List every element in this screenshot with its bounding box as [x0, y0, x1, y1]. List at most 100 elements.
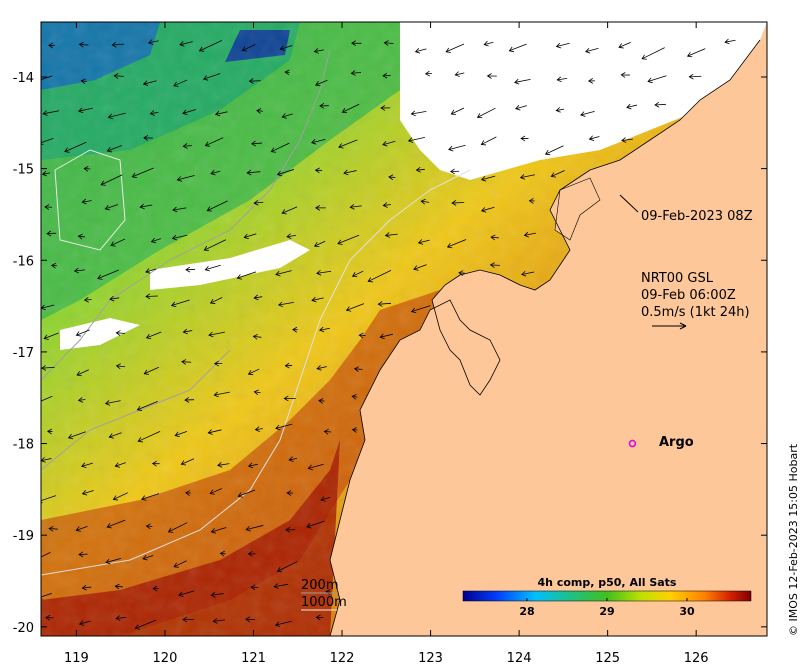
current-arrow-icon	[172, 206, 187, 213]
current-arrow-icon	[724, 38, 736, 45]
current-arrow-icon	[270, 142, 290, 153]
current-arrow-icon	[451, 200, 465, 206]
x-tick-label: 120	[153, 651, 178, 666]
x-tick-label: 122	[330, 651, 355, 666]
current-arrow-icon	[202, 73, 221, 81]
current-arrow-icon	[349, 204, 362, 210]
current-arrow-icon	[316, 269, 332, 276]
coastline	[329, 39, 761, 636]
current-arrow-icon	[450, 107, 465, 115]
current-arrow-icon	[358, 332, 366, 339]
current-arrow-icon	[198, 40, 222, 52]
current-arrow-icon	[145, 293, 158, 300]
current-arrow-icon	[213, 360, 223, 367]
current-arrow-icon	[115, 330, 126, 336]
current-arrow-icon	[417, 239, 430, 245]
current-arrow-icon	[413, 264, 427, 271]
plot-frame	[40, 21, 768, 637]
current-arrow-icon	[143, 135, 153, 141]
scale-arrow-icon	[652, 322, 687, 330]
current-arrow-icon	[204, 264, 221, 272]
current-arrow-icon	[508, 43, 527, 53]
cloud-mask-north	[400, 22, 767, 180]
current-arrow-icon	[521, 270, 535, 277]
current-arrow-icon	[115, 363, 126, 370]
credit-label: © IMOS 12-Feb-2023 15:05 Hobart	[787, 443, 800, 636]
colorbar-tick-label: 29	[599, 605, 614, 618]
current-arrow-icon	[555, 42, 570, 49]
x-tick-label: 126	[684, 651, 709, 666]
current-arrow-icon	[209, 488, 222, 495]
current-arrow-icon	[313, 48, 324, 54]
current-arrow-icon	[253, 389, 261, 396]
current-arrow-icon	[80, 78, 87, 85]
current-arrow-icon	[384, 232, 398, 238]
current-arrow-icon	[178, 590, 195, 598]
colorbar-tick-label: 30	[679, 605, 695, 618]
current-arrow-icon	[286, 233, 297, 239]
current-arrow-icon	[107, 112, 126, 120]
current-arrow-icon	[109, 295, 120, 302]
current-arrow-icon	[137, 431, 161, 443]
colorbar-tick-label: 28	[519, 605, 534, 618]
current-arrow-icon	[247, 462, 258, 469]
current-arrow-icon	[204, 137, 224, 147]
y-tick-label: -20	[13, 621, 34, 636]
current-arrow-icon	[315, 205, 326, 211]
isobath-200m-line	[41, 49, 331, 381]
current-arrow-icon	[210, 527, 227, 534]
current-arrow-icon	[45, 614, 54, 621]
current-arrow-icon	[281, 113, 293, 119]
current-arrow-icon	[486, 73, 497, 79]
current-arrow-icon	[515, 104, 527, 111]
current-arrow-icon	[281, 206, 298, 215]
current-arrow-icon	[316, 365, 327, 371]
current-arrow-icon	[41, 75, 53, 80]
colorbar-ticks: 28 29 30	[519, 598, 695, 618]
current-scale: 0.5m/s (1kt 24h)	[641, 305, 750, 320]
land-mass	[330, 22, 767, 636]
current-arrow-icon	[113, 73, 124, 79]
current-arrow-icon	[380, 105, 391, 111]
current-arrow-icon	[454, 71, 465, 77]
current-arrow-icon	[112, 492, 129, 501]
current-arrow-icon	[210, 169, 221, 176]
current-arrow-icon	[519, 174, 535, 180]
current-arrow-icon	[449, 168, 460, 175]
current-arrow-icon	[448, 144, 466, 152]
current-arrow-icon	[555, 107, 565, 113]
current-arrow-icon	[315, 79, 328, 87]
current-arrow-icon	[283, 395, 296, 402]
current-arrow-icon	[181, 359, 192, 365]
current-arrow-icon	[106, 519, 126, 529]
current-arrow-icon	[523, 231, 536, 238]
current-arrow-icon	[145, 268, 157, 274]
current-arrow-icon	[556, 76, 568, 83]
current-arrow-icon	[314, 167, 323, 174]
current-arrow-icon	[686, 48, 706, 58]
current-arrow-icon	[150, 237, 161, 244]
current-arrow-icon	[647, 75, 667, 84]
current-arrow-icon	[145, 331, 162, 340]
current-arrow-icon	[276, 561, 298, 573]
y-tick-label: -15	[13, 163, 34, 178]
current-arrow-icon	[217, 462, 230, 468]
current-arrow-icon	[445, 43, 465, 53]
current-arrow-icon	[514, 78, 531, 85]
timestamp-pointer	[619, 194, 639, 213]
x-tick-label: 121	[241, 651, 266, 666]
current-arrow-icon	[620, 72, 630, 78]
current-arrow-icon	[97, 269, 119, 280]
current-arrow-icon	[424, 70, 432, 77]
current-arrow-icon	[149, 110, 159, 116]
current-arrow-icon	[383, 40, 394, 46]
current-arrow-icon	[212, 618, 225, 624]
current-arrow-icon	[110, 238, 126, 247]
current-arrow-icon	[379, 333, 393, 340]
cloud-mask-west	[60, 318, 140, 350]
current-arrow-icon	[78, 551, 88, 558]
current-arrow-icon	[480, 206, 495, 213]
plot-area	[41, 22, 767, 636]
current-arrow-icon	[588, 78, 595, 84]
